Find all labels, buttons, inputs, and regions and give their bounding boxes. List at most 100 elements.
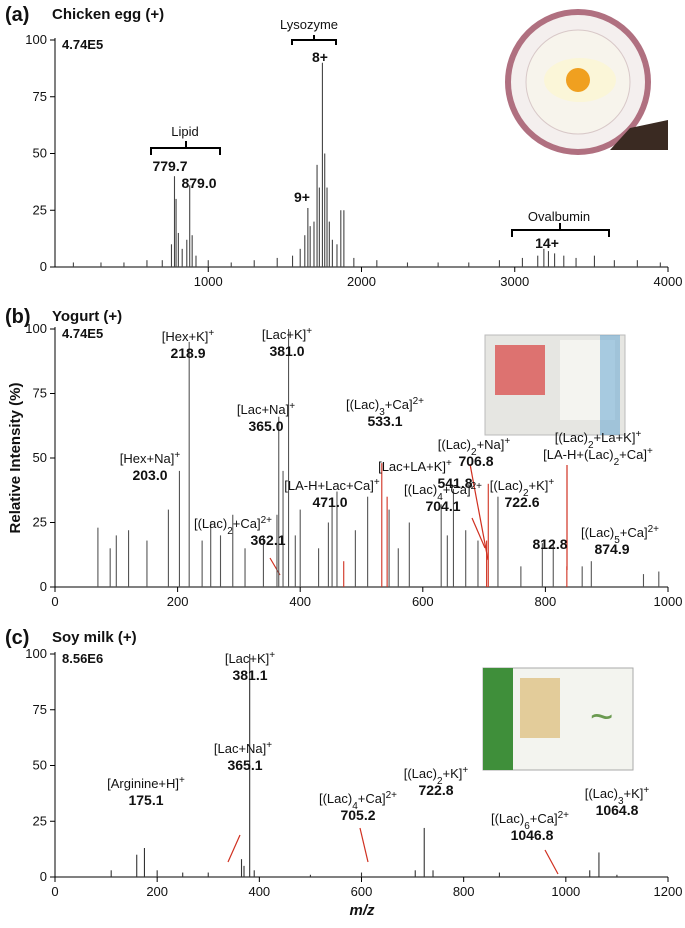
label-run: [Hex+K] xyxy=(162,329,209,344)
mass-label: 218.9 xyxy=(170,345,205,361)
x-tick-label: 1000 xyxy=(654,594,683,609)
x-tick-label: 0 xyxy=(51,594,58,609)
label-run: 2+ xyxy=(471,481,483,492)
label-run: +Ca] xyxy=(385,397,413,412)
intensity-label: 4.74E5 xyxy=(62,326,103,341)
y-tick-label: 100 xyxy=(25,646,47,661)
label-run: 3 xyxy=(379,407,385,418)
mass-label: 203.0 xyxy=(132,467,167,483)
annotation-label: [Lac+K]+ xyxy=(262,326,312,343)
x-tick-label: 600 xyxy=(412,594,434,609)
x-tick-label: 0 xyxy=(51,884,58,899)
mass-label: 14+ xyxy=(535,235,559,251)
annotation-label: [(Lac)3+Ca]2+ xyxy=(346,396,424,418)
y-tick-label: 75 xyxy=(33,89,47,104)
mass-label: 705.2 xyxy=(340,807,375,823)
mass-label: 779.7 xyxy=(152,158,187,174)
label-run: [Lac+Na] xyxy=(237,402,289,417)
label-run: 4 xyxy=(352,801,358,812)
label-run: [Lac+LA+K] xyxy=(378,459,446,474)
x-tick-label: 200 xyxy=(167,594,189,609)
label-run: + xyxy=(269,650,275,661)
label-run: [(Lac) xyxy=(491,811,524,826)
label-run: 2 xyxy=(227,526,233,537)
y-tick-label: 0 xyxy=(40,259,47,274)
label-run: + xyxy=(179,775,185,786)
x-tick-label: 1200 xyxy=(654,884,683,899)
label-run: 2 xyxy=(588,440,594,451)
x-tick-label: 600 xyxy=(351,884,373,899)
egg-photo xyxy=(505,9,668,155)
label-run: Ovalbumin xyxy=(528,209,590,224)
mass-label: 874.9 xyxy=(594,541,629,557)
x-tick-label: 4000 xyxy=(654,274,683,289)
label-run: 2 xyxy=(523,488,529,499)
label-run: 2 xyxy=(471,447,477,458)
annotation-label: [Arginine+H]+ xyxy=(107,775,185,792)
annotation-label: [Lac+K]+ xyxy=(225,650,275,667)
label-run: + xyxy=(306,326,312,337)
annotation-label: [Hex+K]+ xyxy=(162,328,215,345)
label-run: [(Lac) xyxy=(581,525,614,540)
label-run: +K] xyxy=(624,786,644,801)
label-run: 4 xyxy=(437,492,443,503)
y-tick-label: 0 xyxy=(40,869,47,884)
label-run: 5 xyxy=(614,535,620,546)
label-run: [Lac+K] xyxy=(225,651,269,666)
soymilk-photo: ~ xyxy=(482,667,634,771)
label-run: [(Lac) xyxy=(319,791,352,806)
y-tick-label: 50 xyxy=(33,146,47,161)
panel-label: (b) xyxy=(5,306,31,328)
label-run: [Hex+Na] xyxy=(120,451,175,466)
y-axis-title: Relative Intensity (%) xyxy=(7,383,24,534)
label-run: [(Lac) xyxy=(555,430,588,445)
x-tick-label: 2000 xyxy=(347,274,376,289)
label-run: +Ca] xyxy=(358,791,386,806)
annotation-label: [Lac+LA+K]+ xyxy=(378,458,452,475)
annotation-label: [(Lac)2+Ca]2+ xyxy=(194,515,272,537)
label-run: + xyxy=(208,328,214,339)
y-tick-label: 50 xyxy=(33,758,47,773)
x-tick-label: 800 xyxy=(535,594,557,609)
y-tick-label: 100 xyxy=(25,321,47,336)
annotation-label: [(Lac)5+Ca]2+ xyxy=(581,524,659,546)
label-run: +Ca] xyxy=(620,525,648,540)
annotation-label: [Lac+Na]+ xyxy=(237,401,295,418)
label-run: +Ca] xyxy=(530,811,558,826)
y-tick-label: 50 xyxy=(33,450,47,465)
y-tick-label: 0 xyxy=(40,579,47,594)
annotation-label: [Hex+Na]+ xyxy=(120,450,181,467)
label-run: + xyxy=(374,477,380,488)
label-run: +K] xyxy=(443,766,463,781)
label-run: [Arginine+H] xyxy=(107,776,179,791)
label-run: 2+ xyxy=(413,396,425,407)
label-run: 2 xyxy=(437,776,443,787)
label-run: [(Lac) xyxy=(194,516,227,531)
annotation-label: [(Lac)2+K]+ xyxy=(404,765,469,787)
x-tick-label: 400 xyxy=(289,594,311,609)
y-tick-label: 25 xyxy=(33,813,47,828)
annotation-label: [LA-H+(Lac)2+Ca]+ xyxy=(543,446,653,468)
label-run: Lipid xyxy=(171,124,198,139)
x-tick-label: 3000 xyxy=(500,274,529,289)
mass-label: 9+ xyxy=(294,189,310,205)
panel-title: Soy milk (+) xyxy=(52,629,137,646)
mass-label: 365.0 xyxy=(248,418,283,434)
label-run: 2+ xyxy=(558,810,570,821)
mass-label: 471.0 xyxy=(312,494,347,510)
annotation-label: [(Lac)2+K]+ xyxy=(490,477,555,499)
annotation-label: Lipid xyxy=(171,124,198,139)
annotation-label: Ovalbumin xyxy=(528,209,590,224)
mass-label: 365.1 xyxy=(227,757,262,773)
yogurt-photo xyxy=(484,334,626,436)
mass-label: 879.0 xyxy=(181,175,216,191)
x-tick-label: 1000 xyxy=(551,884,580,899)
label-run: + xyxy=(446,458,452,469)
label-run: [(Lac) xyxy=(346,397,379,412)
label-run: +K] xyxy=(529,478,549,493)
label-run: 2+ xyxy=(386,790,398,801)
intensity-label: 8.56E6 xyxy=(62,651,103,666)
label-run: [(Lac) xyxy=(438,437,471,452)
